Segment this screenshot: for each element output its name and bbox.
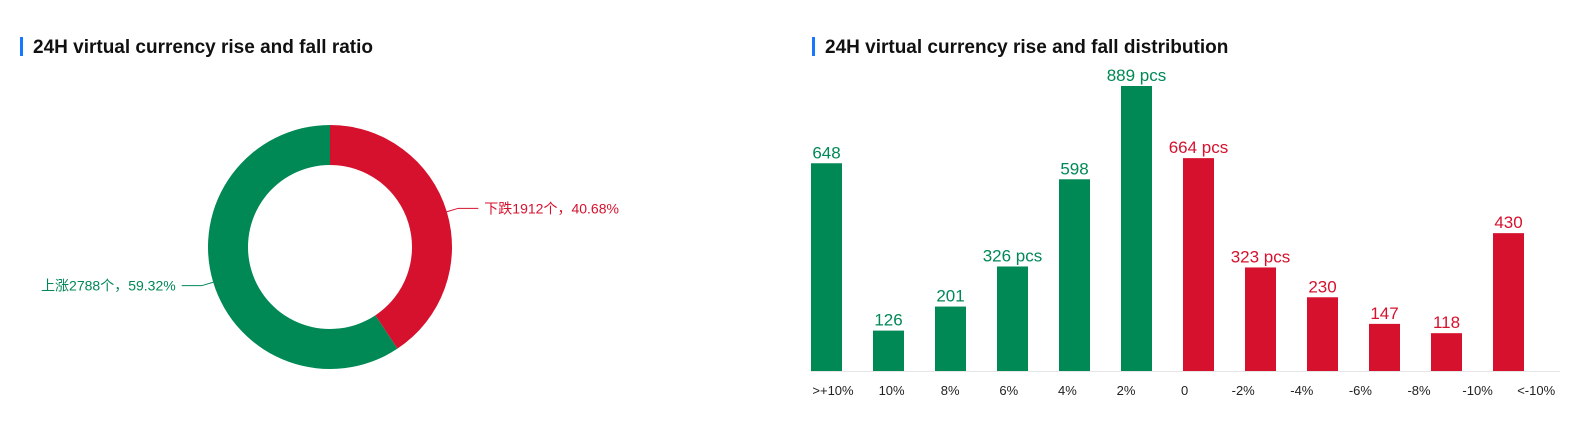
x-tick-label: 6% (999, 383, 1018, 398)
bar (1493, 233, 1524, 371)
donut-slice (207, 124, 398, 369)
title-accent (812, 37, 815, 56)
value-label: 648 (812, 143, 840, 162)
value-label: 118 (1433, 313, 1460, 332)
bar (1245, 267, 1276, 371)
label-line (181, 281, 214, 287)
bar (1059, 179, 1090, 371)
x-tick-label: 8% (941, 383, 960, 398)
value-label: 326 pcs (983, 246, 1043, 265)
bar (873, 330, 904, 371)
bar (1431, 333, 1462, 371)
x-tick-label: -6% (1349, 383, 1373, 398)
value-label: 664 pcs (1169, 138, 1229, 157)
x-tick-label: >+10% (812, 383, 854, 398)
bar (811, 163, 842, 371)
bar (1307, 297, 1338, 371)
bar (1121, 86, 1152, 371)
x-tick-label: -2% (1232, 383, 1256, 398)
x-tick-label: 0 (1181, 383, 1188, 398)
x-tick-label: <-10% (1517, 383, 1555, 398)
value-label: 147 (1370, 304, 1398, 323)
chart-title: 24H virtual currency rise and fall distr… (825, 37, 1228, 58)
value-label: 430 (1494, 213, 1522, 232)
slice-label: 上涨2788个，59.32% (41, 278, 176, 294)
bar (1183, 158, 1214, 371)
value-label: 323 pcs (1231, 247, 1291, 266)
value-label: 126 (874, 311, 902, 330)
bar (1369, 323, 1400, 371)
donut-slice (330, 125, 452, 349)
x-tick-label: -4% (1290, 383, 1314, 398)
slice-label: 下跌1912个，40.68% (484, 200, 619, 216)
bar (935, 306, 966, 371)
label-line (446, 207, 479, 213)
x-tick-label: -8% (1407, 383, 1431, 398)
chart-title: 24H virtual currency rise and fall ratio (33, 37, 373, 58)
value-label: 230 (1308, 277, 1336, 296)
x-tick-label: 2% (1117, 383, 1136, 398)
value-label: 201 (936, 287, 964, 306)
value-label: 889 pcs (1107, 66, 1167, 85)
value-label: 598 (1060, 159, 1088, 178)
title-accent (20, 37, 23, 56)
x-tick-label: -10% (1462, 383, 1493, 398)
x-tick-label: 4% (1058, 383, 1077, 398)
x-tick-label: 10% (879, 383, 905, 398)
bar (997, 266, 1028, 371)
